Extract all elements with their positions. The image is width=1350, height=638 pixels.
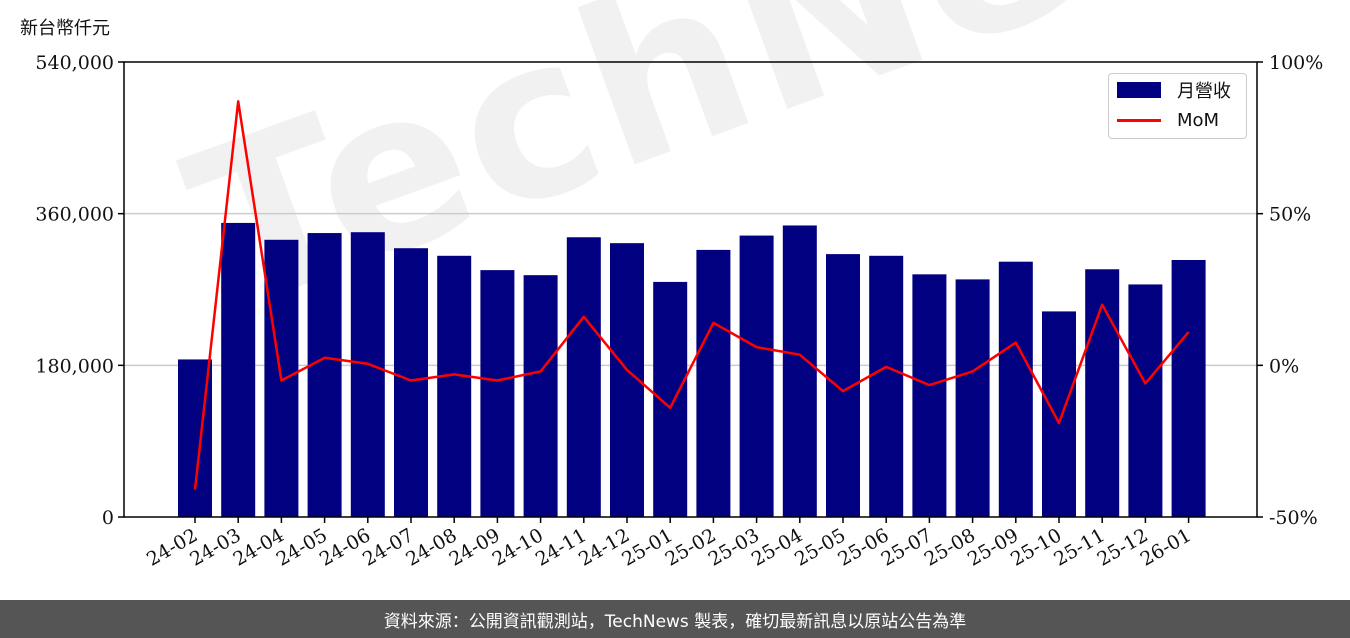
mom-line-series	[193, 100, 1190, 490]
mom-line	[193, 100, 1190, 490]
bar-25-08	[955, 279, 990, 517]
legend-label-revenue: 月營收	[1177, 81, 1231, 102]
y-right-tick-label: 100%	[1269, 52, 1323, 74]
bar-25-04	[782, 225, 817, 518]
bar-24-06	[350, 232, 385, 517]
y-left-tick-label: 540,000	[35, 52, 114, 74]
source-footer: 資料來源：公開資訊觀測站，TechNews 製表，確切最新訊息以原站公告為準	[0, 600, 1350, 638]
bar-26-01	[1171, 260, 1206, 517]
bar-25-10	[1042, 311, 1076, 517]
bar-25-09	[998, 261, 1033, 517]
bar-series	[178, 222, 1206, 518]
chart-legend: 月營收 MoM	[1108, 73, 1247, 139]
y-axis-unit-label: 新台幣仟元	[20, 18, 110, 39]
y-right-tick-label: 50%	[1269, 204, 1311, 226]
bar-25-11	[1085, 269, 1120, 517]
bar-24-07	[394, 248, 428, 518]
x-tick-label: 26-01	[1137, 524, 1195, 570]
legend-entry-revenue: 月營收	[1117, 77, 1231, 103]
legend-swatch-line	[1117, 118, 1161, 122]
legend-swatch-bar	[1117, 82, 1161, 98]
bar-25-03	[739, 235, 774, 517]
bar-24-03	[221, 222, 256, 517]
bar-25-01	[653, 281, 688, 517]
bar-24-09	[480, 270, 515, 517]
bar-24-05	[307, 233, 342, 517]
bar-25-12	[1128, 284, 1163, 517]
plot-frame	[123, 61, 1258, 518]
y-right-tick-label: 0%	[1269, 355, 1299, 377]
legend-entry-mom: MoM	[1117, 107, 1219, 133]
y-left-tick-label: 360,000	[35, 204, 114, 226]
bar-24-08	[437, 255, 472, 517]
bar-25-02	[696, 249, 731, 518]
y-left-tick-label: 180,000	[35, 355, 114, 377]
y-right-tick-label: -50%	[1269, 507, 1318, 529]
y-left-tick-label: 0	[102, 507, 114, 529]
bar-24-11	[566, 237, 601, 517]
bar-25-07	[912, 274, 947, 517]
revenue-chart: 0180,000360,000540,000-50%0%50%100%24-02…	[35, 52, 1323, 571]
legend-label-mom: MoM	[1177, 109, 1220, 131]
bar-25-06	[869, 255, 904, 517]
bar-24-10	[523, 275, 558, 517]
